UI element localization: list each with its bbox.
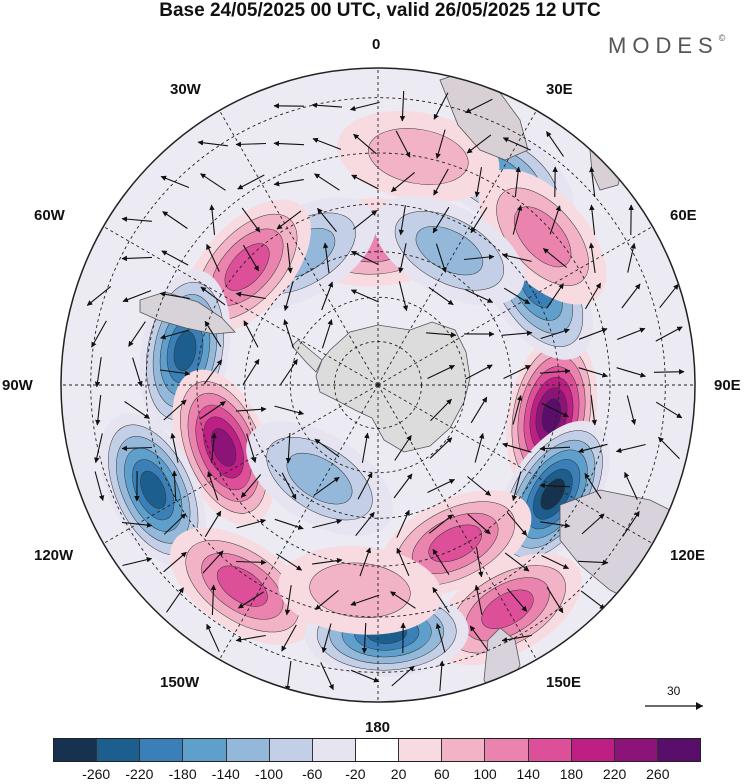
lon-label-150w: 150W [160, 674, 199, 691]
colorbar-ticks: -260 -220 -180 -140 -100 -60 -20 20 60 100 140 180 2… [0, 766, 750, 784]
reference-vector: 30 [643, 684, 709, 714]
colorbar-segment [485, 739, 528, 761]
lon-label-120w: 120W [34, 547, 73, 564]
lon-label-90w: 90W [2, 377, 33, 394]
colorbar-segment [227, 739, 270, 761]
colorbar-segment [572, 739, 615, 761]
colorbar-segment [54, 739, 97, 761]
colorbar-segment [140, 739, 183, 761]
lon-label-60w: 60W [34, 207, 65, 224]
lon-label-60e: 60E [670, 207, 697, 224]
colorbar-segment [442, 739, 485, 761]
colorbar-tick-label: 140 [517, 766, 540, 782]
lon-label-150e: 150E [546, 674, 581, 691]
lon-label-30w: 30W [170, 81, 201, 98]
colorbar-tick-label: 180 [560, 766, 583, 782]
colorbar-tick-label: -260 [82, 766, 110, 782]
colorbar-segment [658, 739, 700, 761]
colorbar-tick-label: 60 [434, 766, 450, 782]
colorbar-tick-label: -60 [302, 766, 322, 782]
colorbar-segment [270, 739, 313, 761]
colorbar-tick-label: 260 [646, 766, 669, 782]
colorbar-segment [356, 739, 399, 761]
colorbar [53, 738, 701, 762]
colorbar-segment [399, 739, 442, 761]
colorbar-tick-label: 100 [473, 766, 496, 782]
colorbar-tick-label: -100 [255, 766, 283, 782]
colorbar-tick-label: 220 [603, 766, 626, 782]
colorbar-tick-label: -220 [125, 766, 153, 782]
colorbar-tick-label: 20 [391, 766, 407, 782]
colorbar-tick-label: -180 [169, 766, 197, 782]
lon-label-120e: 120E [670, 547, 705, 564]
colorbar-segment [615, 739, 658, 761]
lon-label-30e: 30E [546, 81, 573, 98]
lon-label-180: 180 [365, 719, 390, 736]
wind-arrow-icon [654, 372, 684, 373]
colorbar-tick-label: -20 [345, 766, 365, 782]
colorbar-segment [183, 739, 226, 761]
colorbar-segment [529, 739, 572, 761]
colorbar-tick-label: -140 [212, 766, 240, 782]
lon-label-0: 0 [372, 36, 380, 53]
colorbar-segment [313, 739, 356, 761]
lon-label-90e: 90E [714, 377, 741, 394]
colorbar-segment [97, 739, 140, 761]
